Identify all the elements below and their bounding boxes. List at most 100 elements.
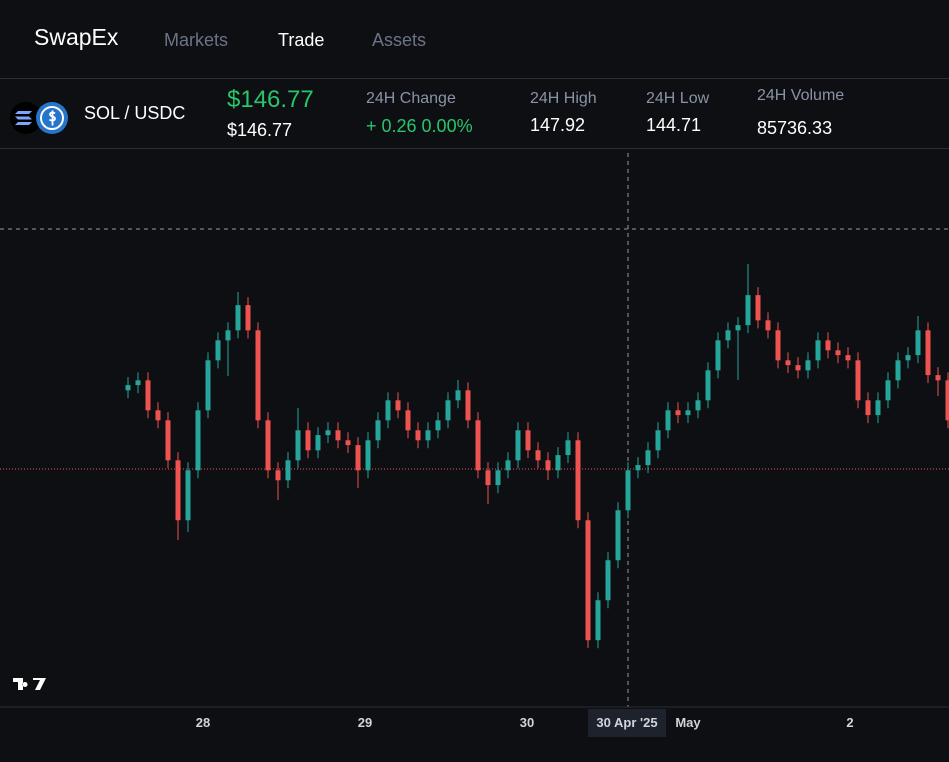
candle-body <box>935 375 941 381</box>
candle-body <box>495 470 501 486</box>
candle-body <box>135 380 141 386</box>
time-label: 29 <box>358 715 372 730</box>
candle-body <box>815 340 821 361</box>
tv-logo <box>13 678 46 690</box>
candle-body <box>125 385 131 391</box>
candle-body <box>335 430 341 441</box>
stat-label: 24H High <box>530 90 597 107</box>
candle-body <box>355 445 361 471</box>
sol-glyph <box>15 111 32 125</box>
candle-body <box>315 435 321 451</box>
nav-link[interactable]: Assets <box>372 30 427 50</box>
time-label: 30 <box>520 715 534 730</box>
candle-body <box>885 380 891 401</box>
candle-body <box>745 295 751 326</box>
candle-body <box>725 330 731 341</box>
candle-body <box>635 465 641 471</box>
time-label: 30 Apr '25 <box>596 715 657 730</box>
candle-body <box>325 430 331 436</box>
candle-body <box>785 360 791 366</box>
candle-body <box>395 400 401 411</box>
candle-body <box>875 400 881 416</box>
price-secondary: $146.77 <box>227 120 293 140</box>
candle-body <box>895 360 901 381</box>
nav-link[interactable]: Trade <box>278 30 325 50</box>
candle-body <box>535 450 541 461</box>
candle-body <box>615 510 621 561</box>
candle-body <box>805 360 811 371</box>
candle-body <box>225 330 231 341</box>
candle-body <box>465 390 471 421</box>
brand[interactable]: SwapEx <box>34 24 119 50</box>
candle-body <box>825 340 831 351</box>
candle-body <box>905 355 911 361</box>
candle-body <box>165 420 171 461</box>
candle-body <box>565 440 571 456</box>
candle-body <box>245 305 251 331</box>
pair[interactable]: SOL / USDC <box>84 103 186 123</box>
candle-body <box>275 470 281 481</box>
time-label: 28 <box>196 715 210 730</box>
usdc-glyph <box>48 110 56 126</box>
price: $146.77 <box>227 86 314 113</box>
candle-body <box>835 350 841 356</box>
stat-value: 144.71 <box>646 115 702 135</box>
candle-body <box>515 430 521 461</box>
candle-body <box>575 440 581 521</box>
candle-body <box>765 320 771 331</box>
stat-value: 85736.33 <box>757 118 833 138</box>
candle-body <box>145 380 151 411</box>
candle-body <box>585 520 591 641</box>
candle-body <box>305 430 311 451</box>
candle-body <box>255 330 261 421</box>
candle-body <box>425 430 431 441</box>
divider <box>0 78 949 79</box>
candle-body <box>505 460 511 471</box>
candle-body <box>445 400 451 421</box>
candle-body <box>375 420 381 441</box>
stat-label: 24H Volume <box>757 87 845 104</box>
stat-label: 24H Change <box>366 90 456 107</box>
time-label: May <box>675 715 701 730</box>
nav-link[interactable]: Markets <box>164 30 229 50</box>
candle-body <box>775 330 781 361</box>
candle-body <box>525 430 531 451</box>
candle-body <box>855 360 861 401</box>
candle-body <box>945 380 949 421</box>
candle-body <box>555 455 561 471</box>
candle-body <box>675 410 681 416</box>
candle-body <box>545 460 551 471</box>
candle-body <box>715 340 721 371</box>
divider <box>0 148 949 149</box>
candle-body <box>285 460 291 481</box>
stat-value: + 0.26 0.00% <box>366 116 473 136</box>
stat-label: 24H Low <box>646 90 710 107</box>
candle-body <box>595 600 601 641</box>
candle-body <box>265 420 271 471</box>
candle-body <box>925 330 931 376</box>
candle-body <box>205 360 211 411</box>
candle-body <box>605 560 611 601</box>
candle-body <box>685 410 691 416</box>
candle-body <box>795 365 801 371</box>
candlestick-chart[interactable]: 28 29 30 30 Apr '25 May 2 <box>0 149 949 762</box>
candle-body <box>365 440 371 471</box>
candle-body <box>625 470 631 511</box>
candle-body <box>415 430 421 441</box>
candle-body <box>755 295 761 321</box>
candle-body <box>845 355 851 361</box>
candle-body <box>405 410 411 431</box>
candle-body <box>865 400 871 416</box>
candle-body <box>705 370 711 401</box>
candle-body <box>695 400 701 411</box>
crosshair-time-box <box>588 709 666 737</box>
candle-body <box>195 410 201 471</box>
candle-body <box>155 410 161 421</box>
candle-body <box>345 440 351 446</box>
candle-body <box>485 470 491 486</box>
candle-body <box>175 460 181 521</box>
candle-body <box>915 330 921 356</box>
usdc-ring <box>40 106 64 130</box>
candle-body <box>435 420 441 431</box>
pair-icons <box>10 102 68 134</box>
